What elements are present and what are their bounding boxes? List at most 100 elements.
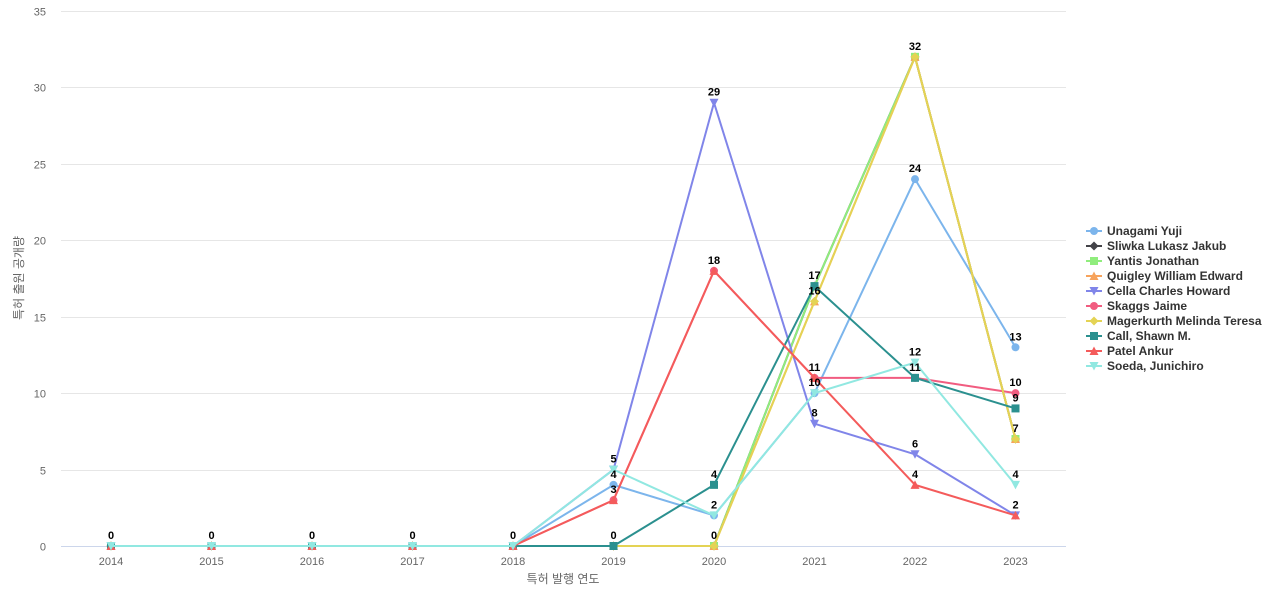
legend-swatch (1086, 286, 1102, 295)
data-label: 0 (309, 530, 315, 542)
data-label: 10 (808, 377, 820, 389)
legend-item[interactable]: Cella Charles Howard (1086, 283, 1262, 298)
data-point (1089, 286, 1099, 295)
y-tick-label: 10 (34, 389, 46, 401)
data-label: 2 (711, 499, 717, 511)
series-quigley-william-edward (106, 52, 1020, 550)
series-unagami-yuji (107, 175, 1020, 550)
series-sliwka-lukasz-jakub (106, 52, 1020, 551)
legend-item[interactable]: Skaggs Jaime (1086, 298, 1262, 313)
series-line (111, 269, 1016, 547)
data-label: 17 (808, 270, 820, 282)
data-point (307, 542, 317, 551)
data-label: 0 (208, 530, 214, 542)
data-point (709, 266, 719, 275)
legend-item[interactable]: Quigley William Edward (1086, 268, 1262, 283)
data-point (911, 373, 919, 382)
x-axis-title: 특허 발행 연도 (527, 571, 600, 586)
data-point (1089, 241, 1099, 250)
series-line (111, 55, 1017, 547)
legend-label: Yantis Jonathan (1107, 253, 1200, 268)
y-tick-label: 5 (40, 466, 46, 478)
x-tick-label: 2014 (99, 556, 123, 568)
series-line (111, 55, 1017, 547)
data-point (609, 542, 618, 550)
data-label: 4 (912, 469, 919, 481)
data-label: 29 (708, 87, 720, 99)
data-label: 0 (711, 530, 717, 542)
data-point (1011, 404, 1020, 413)
data-point (1089, 346, 1099, 355)
legend-label: Magerkurth Melinda Teresa (1107, 313, 1262, 328)
x-tick-label: 2015 (199, 556, 223, 568)
data-label: 2 (1012, 499, 1018, 511)
data-point (911, 175, 919, 184)
series-line (111, 101, 1017, 547)
data-label: 18 (708, 255, 720, 267)
data-label: 12 (909, 347, 921, 359)
legend-item[interactable]: Sliwka Lukasz Jakub (1086, 238, 1262, 253)
legend-item[interactable]: Call, Shawn M. (1086, 328, 1262, 343)
data-point (910, 52, 920, 62)
x-tick-label: 2017 (400, 556, 424, 568)
data-point (709, 98, 719, 108)
data-label: 0 (610, 530, 616, 542)
data-label: 10 (1009, 377, 1021, 389)
y-tick-label: 25 (34, 160, 46, 172)
y-tick-label: 30 (34, 83, 46, 95)
data-point (1011, 389, 1020, 398)
series-line (111, 55, 1017, 547)
data-point (508, 542, 518, 551)
data-label: 32 (909, 41, 921, 53)
data-label: 3 (610, 484, 616, 496)
data-point (207, 542, 216, 551)
x-tick-label: 2019 (601, 556, 625, 568)
data-label: 8 (811, 408, 817, 420)
data-label: 5 (610, 454, 616, 466)
legend-item[interactable]: Patel Ankur (1086, 343, 1262, 358)
legend-swatch (1086, 346, 1102, 355)
data-point (609, 495, 618, 505)
legend-label: Sliwka Lukasz Jakub (1107, 238, 1227, 253)
data-point (810, 373, 819, 382)
x-tick-label: 2016 (300, 556, 324, 568)
legend-item[interactable]: Unagami Yuji (1086, 223, 1262, 238)
legend-label: Quigley William Edward (1107, 268, 1243, 283)
legend-label: Call, Shawn M. (1107, 328, 1192, 343)
data-label: 9 (1012, 392, 1018, 404)
data-labels: 0 0 0 0 054302918420171611108322412116413109… (108, 41, 1022, 542)
legend-swatch (1086, 331, 1102, 340)
series-line (111, 269, 1016, 547)
data-point (910, 358, 920, 368)
legend-swatch (1086, 316, 1102, 325)
data-label: 4 (1012, 469, 1019, 481)
legend-item[interactable]: Yantis Jonathan (1086, 253, 1262, 268)
legend-item[interactable]: Magerkurth Melinda Teresa (1086, 313, 1262, 328)
data-label: 0 (510, 530, 516, 542)
data-point (106, 542, 116, 551)
data-label: 24 (909, 163, 922, 175)
grid-lines (61, 11, 1066, 471)
data-point (810, 282, 819, 291)
data-point (1090, 256, 1098, 265)
legend-label: Unagami Yuji (1107, 223, 1183, 238)
legend-swatch (1086, 256, 1102, 265)
x-tick-label: 2020 (702, 556, 726, 568)
legend-item[interactable]: Soeda, Junichiro (1086, 358, 1262, 373)
data-point (910, 480, 920, 489)
data-label: 13 (1009, 331, 1021, 343)
x-tick-label: 2023 (1003, 556, 1027, 568)
data-point (1090, 301, 1098, 310)
series-call-shawn-m (107, 282, 1020, 550)
series-yantis-jonathan (107, 52, 1020, 550)
y-tick-label: 15 (34, 313, 46, 325)
data-label: 4 (610, 469, 617, 481)
data-point (1011, 510, 1020, 520)
y-axis-title: 특허 출원 공개량 (12, 236, 26, 320)
data-point (709, 511, 719, 520)
data-point (1089, 316, 1099, 325)
series-line (111, 178, 1017, 547)
legend-label: Soeda, Junichiro (1107, 358, 1204, 373)
data-label: 4 (711, 469, 718, 481)
legend-label: Skaggs Jaime (1107, 298, 1188, 313)
